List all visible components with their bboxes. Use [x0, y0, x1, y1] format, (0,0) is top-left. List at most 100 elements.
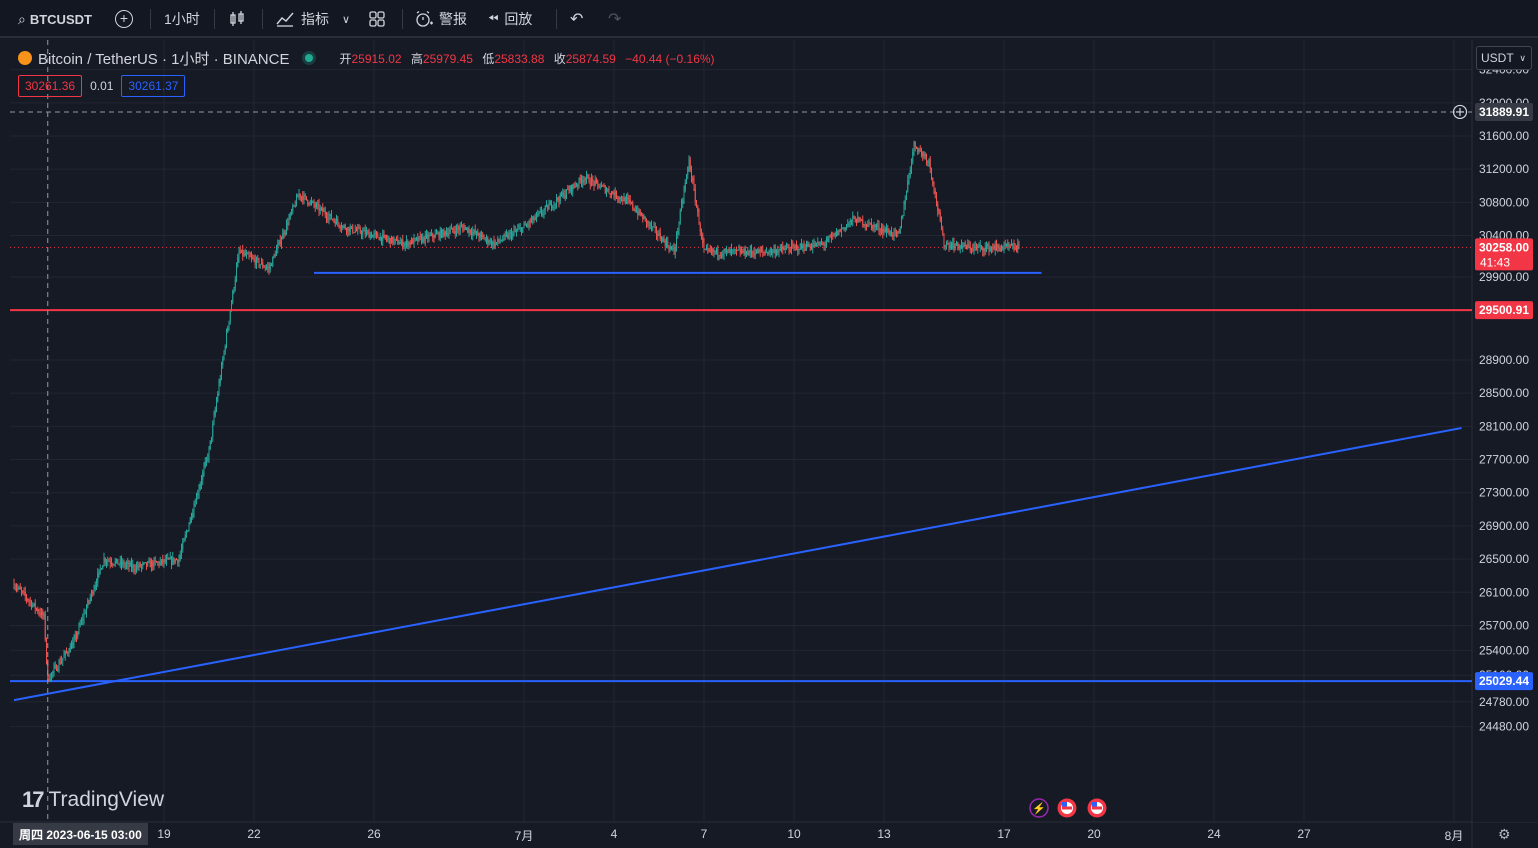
candles-icon	[230, 11, 244, 26]
candle-body	[99, 568, 101, 570]
candle-body	[277, 244, 279, 250]
candle-body	[766, 252, 767, 254]
candle-body	[491, 240, 492, 246]
toolbar-divider	[402, 9, 403, 29]
redo-button[interactable]: ↷	[608, 0, 621, 38]
candle-body	[986, 246, 987, 248]
candle-body	[519, 227, 521, 229]
candle-body	[466, 227, 467, 229]
candle-body	[899, 227, 901, 234]
candle-body	[886, 228, 887, 233]
candle-body	[937, 203, 939, 212]
candle-body	[783, 249, 785, 251]
close-value: 25874.59	[565, 51, 616, 66]
candle-body	[588, 176, 590, 184]
candle-body	[467, 227, 469, 233]
candle-body	[84, 613, 86, 615]
candle-body	[654, 226, 656, 228]
candle-body	[661, 239, 662, 243]
alert-button[interactable]: 警报	[414, 0, 467, 38]
candle-body	[326, 214, 327, 218]
candle-body	[687, 167, 689, 175]
candle-body	[866, 224, 867, 226]
candle-body	[814, 243, 816, 247]
candle-body	[562, 192, 564, 196]
candle-body	[911, 162, 912, 170]
flag-stripe	[1062, 806, 1072, 810]
candle-body	[332, 219, 334, 221]
candle-body	[144, 562, 146, 564]
candle-body	[224, 346, 226, 352]
indicators-button[interactable]: 指标	[275, 0, 329, 38]
candle-body	[931, 168, 932, 178]
candle-body	[561, 193, 562, 196]
layout-button[interactable]	[368, 0, 386, 38]
candle-body	[658, 233, 660, 236]
candle-body	[92, 591, 94, 594]
candle-body	[329, 213, 331, 216]
candle-body	[403, 245, 405, 247]
candle-body	[56, 665, 57, 671]
candle-body	[858, 217, 860, 219]
candle-body	[807, 243, 809, 247]
price-tick-label: 30800.00	[1479, 195, 1529, 209]
candle-body	[692, 178, 694, 181]
candle-body	[116, 558, 117, 562]
candle-body	[364, 230, 366, 235]
candle-body	[16, 587, 17, 589]
candle-body	[218, 383, 220, 395]
price-chart[interactable]: 32400.0032000.0031600.0031200.0030800.00…	[0, 40, 1538, 848]
candle-body	[623, 197, 625, 202]
candle-body	[778, 249, 780, 253]
candle-body	[227, 327, 229, 333]
candle-body	[767, 252, 769, 255]
candle-body	[241, 249, 242, 253]
candle-body	[932, 177, 934, 185]
sell-price-button[interactable]: 30261.36	[18, 75, 83, 97]
settings-gear-icon[interactable]: ⚙	[1498, 826, 1511, 842]
candle-body	[614, 191, 616, 197]
candle-body	[222, 359, 224, 366]
chart-legend: Bitcoin / TetherUS · 1小时 · BINANCE 开2591…	[18, 48, 715, 68]
candle-body	[729, 249, 731, 253]
candle-body	[672, 248, 674, 250]
candle-body	[231, 302, 232, 312]
candle-body	[921, 149, 922, 153]
undo-button[interactable]: ↶	[570, 0, 583, 38]
candle-body	[834, 233, 836, 237]
candle-body	[389, 238, 391, 244]
lightning-glyph: ⚡	[1032, 802, 1046, 815]
currency-selector[interactable]: USDT ∨	[1476, 46, 1532, 70]
candle-body	[787, 247, 789, 249]
chart-type-button[interactable]	[228, 0, 246, 38]
candle-body	[942, 229, 944, 234]
candle-body	[926, 156, 927, 162]
symbol-search-button[interactable]: ⌕ BTCUSDT	[18, 0, 92, 38]
price-axis[interactable]: 32400.0032000.0031600.0031200.0030800.00…	[1452, 40, 1538, 822]
candle-body	[457, 227, 459, 229]
candle-body	[58, 661, 60, 669]
candle-body	[698, 211, 700, 225]
candle-body	[768, 252, 770, 255]
candle-body	[822, 243, 824, 245]
candle-body	[653, 226, 655, 228]
candle-body	[683, 190, 685, 201]
interval-button[interactable]: 1小时	[164, 0, 200, 38]
templates-dropdown[interactable]: ∨	[342, 0, 350, 38]
candle-body	[527, 224, 529, 226]
legend-title[interactable]: Bitcoin / TetherUS · 1小时 · BINANCE	[38, 50, 290, 68]
candle-body	[597, 180, 599, 184]
candle-body	[461, 226, 462, 228]
candle-body	[408, 242, 410, 247]
candle-body	[19, 587, 21, 590]
compare-button[interactable]: +	[115, 0, 133, 38]
candle-body	[533, 216, 535, 220]
candle-body	[857, 217, 859, 223]
candle-body	[303, 194, 305, 201]
candle-body	[54, 665, 56, 668]
buy-price-button[interactable]: 30261.37	[121, 75, 186, 97]
candle-body	[904, 200, 906, 205]
candle-body	[728, 249, 730, 253]
replay-button[interactable]: ⏪︎ 回放	[488, 0, 532, 38]
candle-body	[874, 224, 876, 228]
